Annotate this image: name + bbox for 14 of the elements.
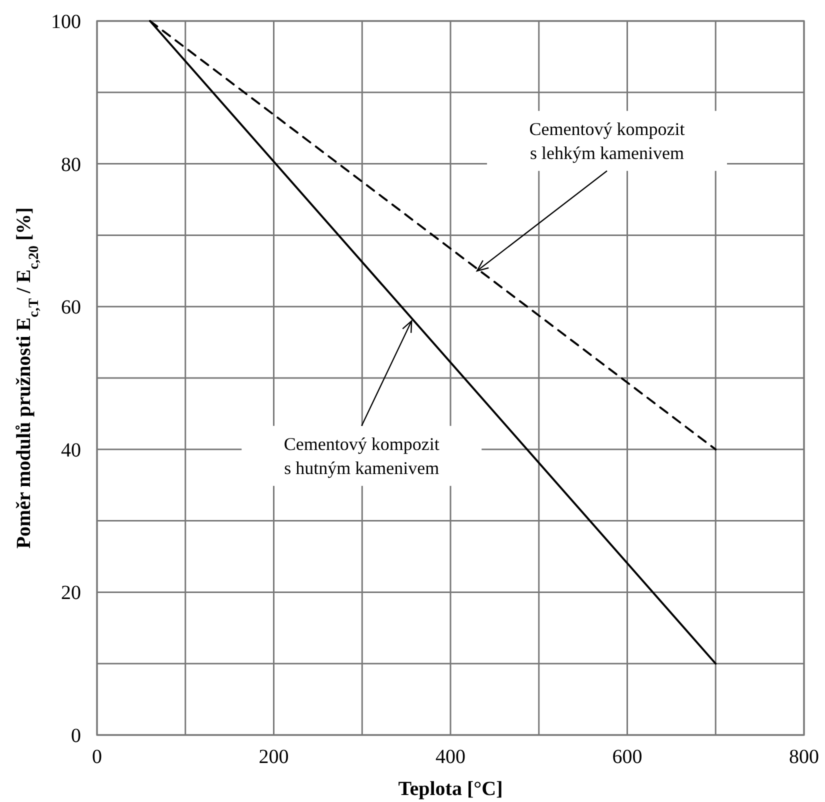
x-tick-label: 0	[92, 746, 102, 768]
x-tick-label: 400	[436, 746, 466, 768]
x-tick-label: 600	[612, 746, 642, 768]
y-tick-label: 20	[61, 582, 81, 604]
y-tick-label: 60	[61, 296, 81, 319]
y-tick-label: 40	[61, 439, 81, 462]
annotation: Cementový kompozit s lehkým kamenivem	[529, 118, 685, 163]
x-tick-label: 200	[258, 746, 289, 768]
y-tick-label: 0	[71, 725, 81, 747]
x-tick-label: 800	[789, 746, 819, 768]
y-tick-label: 100	[51, 11, 81, 33]
annotation: Cementový kompozit s hutným kamenivem	[284, 434, 440, 478]
y-tick-label: 80	[61, 154, 81, 176]
x-axis-title: Teplota [°C]	[398, 778, 503, 800]
